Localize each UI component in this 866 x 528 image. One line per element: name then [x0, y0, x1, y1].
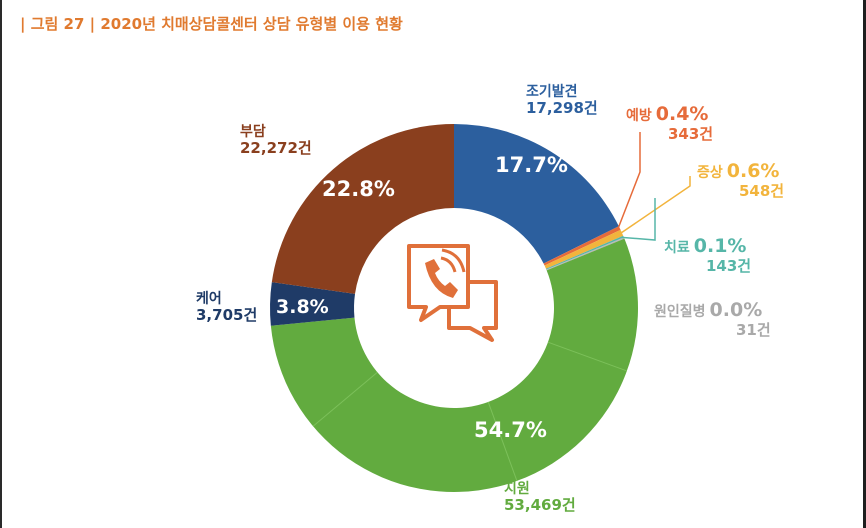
slice-count: 31건	[736, 320, 771, 339]
support-divider-1	[487, 401, 518, 482]
label-증상: 증상 0.6% 548건	[697, 160, 785, 200]
figure-title-text: 2020년 치매상담콜센터 상담 유형별 이용 현황	[100, 15, 403, 33]
handset-icon	[425, 259, 458, 298]
donut-slices	[270, 124, 638, 492]
label-원인질병: 원인질병 0.0% 31건	[654, 299, 771, 339]
frame-border-right	[863, 0, 866, 528]
label-치료: 치료 0.1% 143건	[664, 235, 752, 275]
pct-label-조기발견: 17.7%	[495, 153, 568, 177]
slice-name: 케어	[196, 291, 222, 307]
leader-lines	[617, 132, 691, 241]
slice-name: 증상	[697, 165, 723, 181]
slice-name: 원인질병	[654, 304, 706, 320]
slice-count: 343건	[668, 124, 714, 143]
slice-조기발견	[454, 124, 619, 264]
slice-count: 143건	[706, 256, 752, 275]
label-부담: 부담 22,272건	[240, 124, 312, 157]
slice-예방	[543, 226, 621, 266]
leader-예방	[617, 132, 641, 230]
slice-pct: 0.4%	[655, 103, 709, 125]
support-divider-0	[547, 341, 628, 372]
slice-name: 조기발견	[526, 84, 578, 100]
phone-consultation-icon	[407, 244, 498, 342]
slice-count: 22,272건	[240, 139, 312, 158]
signal-wave-large	[441, 248, 466, 273]
slice-pct: 0.1%	[693, 235, 747, 257]
label-조기발견: 조기발견 17,298건	[526, 84, 598, 117]
label-케어: 케어 3,705건	[196, 291, 257, 324]
slice-부담	[271, 124, 454, 294]
leader-치료	[621, 198, 656, 241]
label-지원: 지원 53,469건	[504, 481, 576, 514]
figure-number: | 그림 27 |	[20, 15, 96, 33]
slice-증상	[544, 229, 624, 269]
slice-name: 치료	[664, 240, 690, 256]
slice-원인질병	[546, 237, 625, 271]
slice-name: 예방	[626, 108, 652, 124]
slice-count: 3,705건	[196, 306, 258, 325]
back-bubble-icon	[447, 280, 498, 342]
slice-지원	[270, 238, 638, 492]
figure-title: | 그림 27 | 2020년 치매상담콜센터 상담 유형별 이용 현황	[20, 13, 403, 34]
slice-count: 53,469건	[504, 496, 576, 515]
frame-border-left	[0, 0, 2, 528]
signal-wave-small	[440, 256, 457, 273]
slice-count: 17,298건	[526, 99, 598, 118]
slice-name: 지원	[504, 481, 530, 497]
pct-label-부담: 22.8%	[322, 177, 395, 201]
pct-label-케어: 3.8%	[276, 296, 329, 318]
pct-label-지원: 54.7%	[474, 418, 547, 442]
support-divider-2	[312, 371, 378, 427]
slice-pct: 0.6%	[726, 160, 780, 182]
slice-케어	[270, 282, 355, 326]
label-예방: 예방 0.4% 343건	[626, 103, 714, 143]
slice-pct: 0.0%	[709, 299, 763, 321]
slice-name: 부담	[240, 124, 266, 140]
leader-증상	[619, 176, 691, 235]
slice-count: 548건	[739, 181, 785, 200]
slice-치료	[545, 235, 624, 270]
